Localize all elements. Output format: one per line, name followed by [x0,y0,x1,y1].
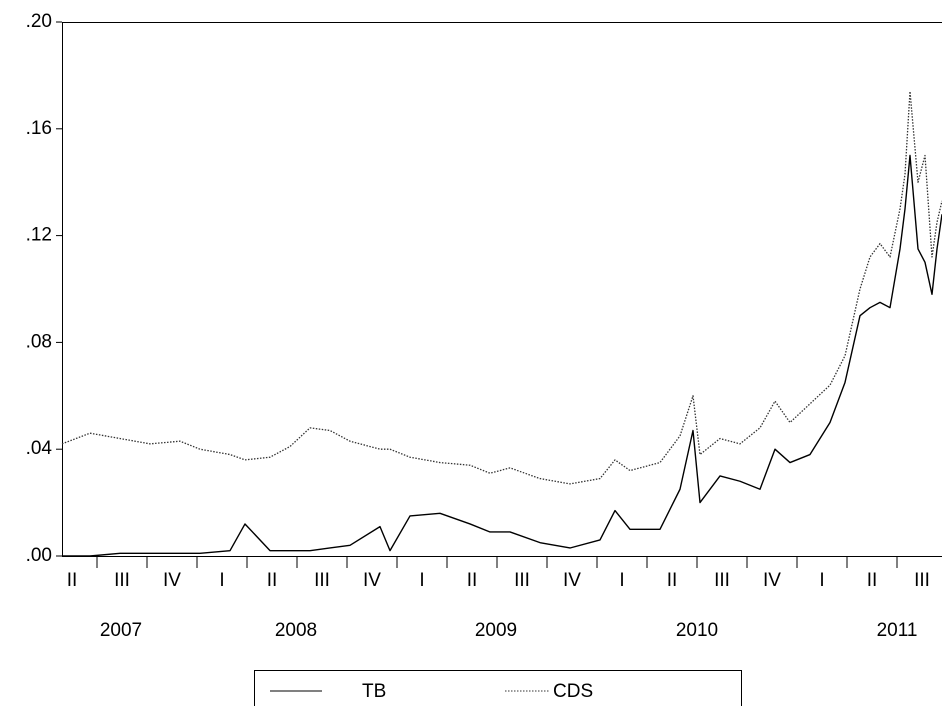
y-tick-label: .04 [26,438,53,459]
x-quarter-label: IV [563,570,581,591]
x-quarter-label: IV [763,570,781,591]
x-quarter-label: I [219,570,224,591]
x-year-label: 2010 [676,620,718,641]
x-quarter-label: I [619,570,624,591]
x-year-label: 2009 [475,620,517,641]
x-quarter-label: II [67,570,78,591]
x-quarter-label: III [714,570,730,591]
legend-label: TB [362,681,386,702]
y-tick-label: .20 [26,11,52,32]
x-year-label: 2011 [877,620,918,641]
legend-box [254,670,742,706]
x-quarter-label: II [667,570,678,591]
x-quarter-label: IV [163,570,181,591]
y-tick-label: .12 [26,225,52,246]
x-quarter-label: IV [363,570,381,591]
x-quarter-label: III [514,570,530,591]
x-quarter-label: I [419,570,424,591]
y-tick-label: .08 [26,331,52,352]
y-tick-label: .16 [26,118,52,139]
series-line [61,90,942,485]
x-quarter-label: II [467,570,478,591]
x-quarter-label: I [819,570,824,591]
x-quarter-label: III [114,570,130,591]
x-quarter-label: II [267,570,278,591]
x-year-label: 2008 [275,620,317,641]
x-quarter-label: III [914,570,930,591]
y-tick-label: .00 [26,545,52,566]
x-year-label: 2007 [100,620,142,641]
x-quarter-label: III [314,570,330,591]
x-quarter-label: II [867,570,878,591]
series-line [62,154,942,557]
legend-label: CDS [553,681,593,702]
